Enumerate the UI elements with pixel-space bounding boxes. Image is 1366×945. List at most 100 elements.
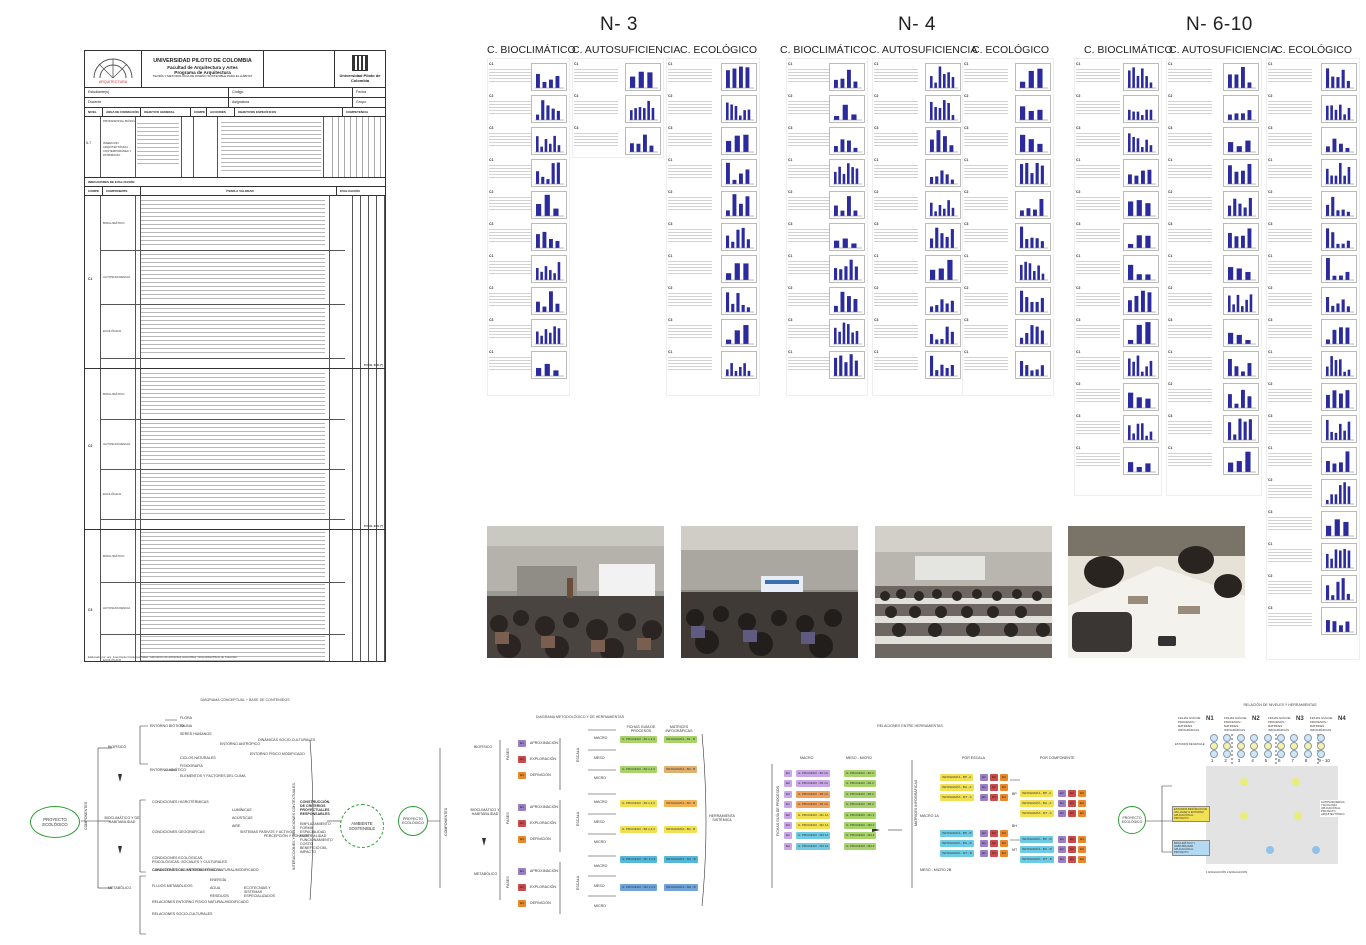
level-code: N3 [1296,716,1304,722]
bar-chart-thumbnail [829,191,865,219]
concept-item: ENTORNO FÍSICO MODIFICADO [250,752,305,756]
infographic-chip: INFOGRAFÍA - B1 - B [664,736,698,743]
bar-chart-thumbnail [1015,351,1051,379]
competence-label: C1 [1268,350,1273,354]
phase-code: E2 [518,820,526,827]
component-metabolic: METABÓLICO [474,872,498,876]
competence-label: C1 [1076,254,1081,258]
phase-code: E3 [1078,790,1086,797]
bar-chart-thumbnail [1321,575,1357,603]
competence-label: C3 [489,318,494,322]
component-metabolic: METABÓLICO [108,886,132,890]
phase-code: E3 [1078,846,1086,853]
phase-code: E2 [1068,800,1076,807]
phase-code: E1 [980,794,988,801]
report-entry: C1 [1266,158,1360,190]
bar-chart-thumbnail [531,319,567,347]
report-entry: C1 [962,350,1054,382]
level-dot [1317,750,1326,758]
component-biophysical: BIOFÍSICO [474,745,493,749]
competence-label: C3 [668,318,673,322]
report-entry: C2 [1074,286,1162,318]
report-entry: C2 [1266,574,1360,606]
report-entry: C3 [1266,510,1360,542]
phase-code: E2 [990,830,998,837]
indicator-group: C2 BIOCLIMÁTICO AUTOSUFICIENCIA ECOLÓGICO TO… [85,369,385,530]
infographic-chip: INFOGRAFÍA - B4 - B [664,826,698,833]
competence-label: C2 [1076,382,1081,386]
bar-chart-thumbnail [1321,319,1357,347]
concept-item: ENTORNO ANTRÓPICO [220,742,261,746]
bar-chart-thumbnail [721,191,757,219]
bar-chart-thumbnail [829,319,865,347]
competence-label: C2 [1168,94,1173,98]
report-entry: C1 [872,62,964,94]
concept-item: CONDICIONES DEL ENTORNO FÍSICO NATURAL/M… [152,868,259,872]
infographic-chip: INFOGRAFÍA - B2 - B [664,766,698,773]
tool-result: HERRAMIENTA SISTÉMICA [709,814,735,822]
result-node: AMBIENTE SOSTENIBLE [340,804,384,848]
report-entry: C3 [1074,414,1162,446]
report-entry: C3 [1074,318,1162,350]
phase-code: E2 [1068,790,1076,797]
report-entry: C1 [1166,446,1262,478]
report-entry: C1 [872,350,964,382]
bar-chart-thumbnail [1123,383,1159,411]
report-entry: C2 [962,286,1054,318]
report-entry: C1 [1166,254,1262,286]
phase-code: E2 [518,756,526,763]
bar-chart-thumbnail [1321,447,1357,475]
report-entry: C1 [666,254,760,286]
bar-chart-thumbnail [1321,159,1357,187]
report-entry: C1 [786,158,868,190]
competence-label: C3 [874,222,879,226]
competence-label: C2 [1268,190,1273,194]
bar-chart-thumbnail [1015,63,1051,91]
report-entry: C2 [666,190,760,222]
bar-chart-thumbnail [1321,255,1357,283]
brand-mark-icon [352,55,368,71]
arquitectura-logo-icon: ARQUITECTURA [93,58,133,84]
bar-chart-thumbnail [1321,511,1357,539]
scale-label: MICRO [594,840,606,844]
report-entry: C1 [1266,254,1360,286]
competence-label: C2 [1168,190,1173,194]
report-entry: C3 [962,222,1054,254]
competence-label: C3 [1076,222,1081,226]
level-heading-n6-10: N- 6-10 [1186,14,1253,35]
component-infographic-chip: INFOGRAFÍA - MT - B [1020,856,1054,863]
phase-code: E2 [784,842,792,850]
report-page-column: C1 C2 C3 C1 C2 C3 C1 C2 C3 C1 C2 C3 C1 [1166,58,1262,496]
head-macro: MACRO [800,756,814,760]
bar-chart-thumbnail [1223,191,1259,219]
level-dot [1223,750,1232,758]
component-label: AUTOSUFICIENCIA [103,442,131,446]
level-dot [1290,750,1299,758]
report-entry: C2 [487,94,570,126]
bar-chart-thumbnail [1123,351,1159,379]
competence-label: C2 [1076,286,1081,290]
competence-label: C3 [788,318,793,322]
report-entry: C2 [1074,382,1162,414]
concept-item: DINÁMICAS SOCIO-CULTURALES [258,738,316,742]
level-dot [1277,742,1285,750]
phase-code: E3 [518,772,526,779]
component-label: ECOLÓGICO [103,492,122,496]
components-label: COMPONENTES [84,801,88,830]
phase-code: E1 [980,830,988,837]
competence-label: C3 [964,222,969,226]
semester-number: 1 [1211,758,1214,763]
stage-box: ESTUDIOS BIOFÍSICOS DE UN LUGAR O ENTORN… [1172,806,1210,822]
concept-item: AIRE [232,824,241,828]
phase-code: E1 [518,868,526,875]
phase-code: E1 [1058,800,1066,807]
scale-label: MESO [594,820,605,824]
phase-code: E1 [980,840,988,847]
competence-label: C2 [1076,190,1081,194]
competence-label: C2 [788,286,793,290]
competence-label: C3 [788,126,793,130]
infographic-chip: INFOGRAFÍA - M1 - B [664,856,698,863]
bar-chart-thumbnail [1123,63,1159,91]
bar-chart-thumbnail [1123,223,1159,251]
report-entry: C1 [1266,542,1360,574]
